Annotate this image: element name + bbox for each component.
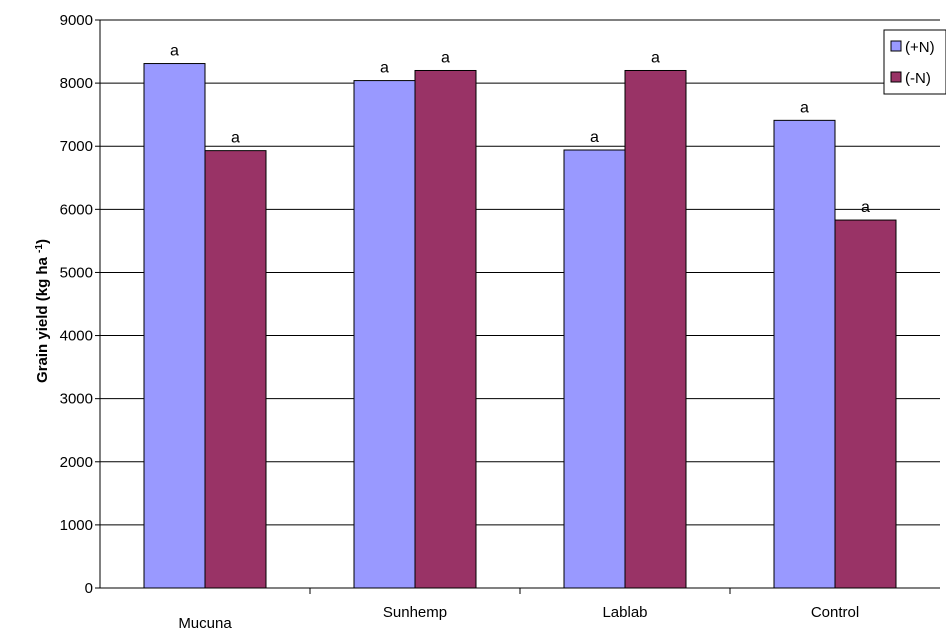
bars <box>143 63 897 589</box>
y-tick-label: 2000 <box>60 454 93 471</box>
x-category-label-control: Control <box>811 604 859 621</box>
y-tick-label: 4000 <box>60 328 93 345</box>
y-tick-label: 6000 <box>60 201 93 218</box>
bar-plus-n-control <box>773 119 836 589</box>
bar-plus-n-mucuna <box>143 63 206 589</box>
bar-plus-n-lablab <box>563 149 626 589</box>
legend-swatch-plus-n <box>890 40 902 52</box>
x-category-label-mucuna: Mucuna <box>178 615 232 632</box>
data-label: a <box>441 49 450 66</box>
data-label: a <box>170 43 179 60</box>
y-tick-labels: 0 1000 2000 3000 4000 5000 6000 7000 8000 9000 <box>60 12 100 597</box>
y-tick-label: 7000 <box>60 138 93 155</box>
x-category-label-lablab: Lablab <box>602 604 647 621</box>
bar-minus-n-lablab <box>624 69 687 589</box>
y-tick-label: 9000 <box>60 12 93 29</box>
data-label: a <box>651 49 660 66</box>
bar-minus-n-sunhemp <box>414 69 477 589</box>
x-category-labels: Mucuna Sunhemp Lablab Control <box>178 588 859 632</box>
data-label: a <box>800 99 809 116</box>
y-tick-label: 1000 <box>60 517 93 534</box>
x-category-label-sunhemp: Sunhemp <box>383 604 447 621</box>
bar-minus-n-control <box>834 219 897 589</box>
data-labels: a a a a a a a a <box>170 43 870 217</box>
y-tick-label: 8000 <box>60 75 93 92</box>
bar-plus-n-sunhemp <box>353 80 416 589</box>
data-label: a <box>231 130 240 147</box>
legend: (+N) (-N) <box>883 29 946 95</box>
y-axis-title: Grain yield (kg ha -1) <box>34 239 51 383</box>
data-label: a <box>861 199 870 216</box>
data-label: a <box>380 60 389 77</box>
legend-label-plus-n: (+N) <box>905 39 935 56</box>
legend-label-minus-n: (-N) <box>905 70 931 87</box>
y-tick-label: 0 <box>85 580 93 597</box>
legend-swatch-minus-n <box>890 71 902 83</box>
y-tick-label: 5000 <box>60 264 93 281</box>
data-label: a <box>590 129 599 146</box>
y-tick-label: 3000 <box>60 391 93 408</box>
bar-minus-n-mucuna <box>204 150 267 589</box>
